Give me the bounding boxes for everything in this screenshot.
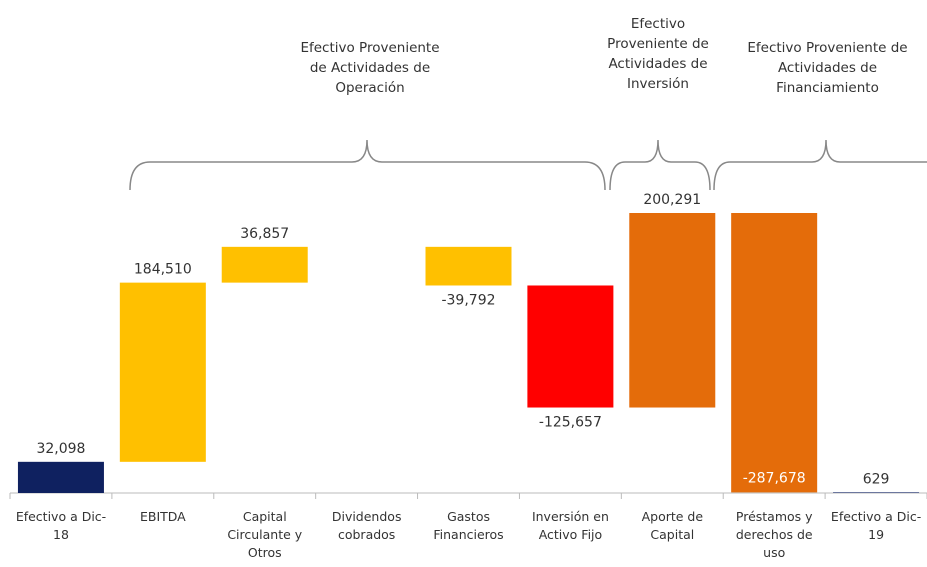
value-label: -39,792 xyxy=(441,292,495,308)
bracket xyxy=(713,139,927,191)
x-tick-label: Efectivo a Dic-19 xyxy=(830,509,922,542)
bar xyxy=(527,285,614,408)
value-label: -287,678 xyxy=(743,470,806,486)
bar xyxy=(17,461,104,493)
x-tick-label: Efectivo a Dic-18 xyxy=(15,509,107,542)
group-label: Efectivo Proveniente de Actividades de F… xyxy=(747,40,908,96)
bracket xyxy=(609,139,711,191)
x-tick-label: Aporte de Capital xyxy=(641,509,704,542)
x-tick-label: Gastos Financieros xyxy=(433,509,504,542)
value-label: 184,510 xyxy=(134,262,192,278)
bar xyxy=(425,246,512,286)
value-label: 200,291 xyxy=(643,192,701,208)
x-tick-label: Capital Circulante y Otros xyxy=(227,509,303,560)
value-label: -125,657 xyxy=(539,415,602,431)
bracket xyxy=(129,139,606,191)
bar xyxy=(833,492,920,493)
group-label: Efectivo Proveniente de Actividades de I… xyxy=(607,16,709,92)
value-label: 36,857 xyxy=(240,226,289,242)
group-label: Efectivo Proveniente de Actividades de O… xyxy=(300,40,440,96)
bar xyxy=(731,213,818,493)
bar xyxy=(221,246,308,283)
x-tick-label: Préstamos y derechos de uso xyxy=(735,509,813,560)
bar xyxy=(629,213,716,408)
x-tick-label: Inversión en Activo Fijo xyxy=(531,509,609,542)
bar xyxy=(119,282,206,462)
value-label: 629 xyxy=(863,471,890,487)
x-tick-label: EBITDA xyxy=(139,509,186,524)
value-label: 32,098 xyxy=(36,441,85,457)
x-tick-label: Dividendos cobrados xyxy=(331,509,402,542)
